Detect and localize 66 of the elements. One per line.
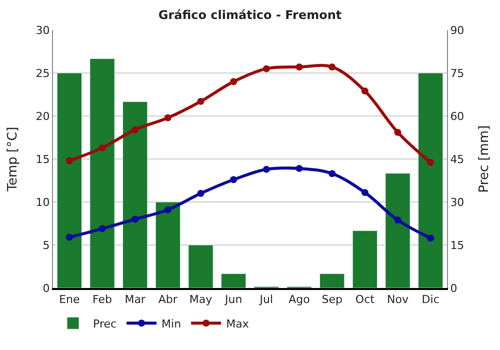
bar (385, 173, 410, 288)
point (296, 164, 303, 172)
y2-tick-label: 45 (450, 152, 464, 166)
point (394, 128, 402, 136)
bar (320, 273, 345, 288)
y2-tick-label: 15 (450, 238, 464, 252)
y2-tick-label: 90 (450, 24, 464, 37)
point (66, 157, 73, 164)
y2-tick-label: 0 (450, 282, 458, 295)
y-axis-title: Temp [°C] (6, 126, 21, 192)
bar (155, 202, 180, 288)
x-tick-label: Jun (224, 293, 242, 306)
point (361, 88, 368, 95)
x-tick-label: Ene (59, 293, 80, 306)
y-tick-label: 10 (36, 196, 50, 209)
bar (221, 273, 246, 288)
legend-label: Prec (93, 317, 117, 330)
point (164, 206, 172, 214)
x-tick-label: Abr (158, 293, 178, 306)
point (164, 114, 172, 122)
x-tick-label: Jul (258, 293, 274, 306)
bar (122, 101, 148, 288)
point (230, 78, 238, 86)
point (197, 98, 204, 105)
x-tick-label: Feb (92, 293, 112, 306)
point (262, 166, 270, 173)
bar (188, 244, 214, 288)
y-tick-label: 5 (42, 238, 50, 252)
x-tick-label: Ago (288, 293, 310, 306)
y-tick-label: 0 (42, 282, 50, 295)
point (394, 216, 402, 224)
y2-tick-label: 30 (450, 196, 464, 209)
point (262, 65, 270, 72)
y-tick-label: 15 (36, 152, 50, 166)
point (230, 176, 238, 184)
bar (352, 230, 378, 288)
x-tick-label: Oct (355, 293, 376, 306)
y2-tick-label: 60 (450, 110, 464, 123)
point (427, 234, 434, 242)
point (66, 234, 73, 241)
x-tick-label: Dic (422, 293, 440, 306)
y-tick-label: 25 (36, 66, 50, 80)
point (132, 216, 139, 223)
y2-axis-title: Prec [mm] (476, 125, 492, 193)
point (361, 189, 368, 196)
legend-label: Max (226, 317, 250, 330)
y-tick-label: 20 (36, 110, 50, 123)
point (427, 158, 434, 166)
bar (418, 72, 444, 288)
y2-tick-label: 75 (450, 66, 464, 80)
x-tick-label: Sep (322, 293, 342, 306)
y-tick-label: 30 (36, 24, 50, 37)
chart-title: Gráfico climático - Fremont (158, 8, 342, 22)
point (328, 63, 336, 70)
point (132, 126, 139, 134)
bar (90, 58, 115, 288)
point (98, 144, 106, 152)
legend-label: Min (162, 317, 182, 330)
point (296, 63, 303, 70)
point (328, 170, 336, 178)
x-tick-label: Nov (387, 293, 409, 306)
bar (56, 72, 82, 288)
point (98, 225, 106, 232)
x-tick-label: May (189, 293, 213, 306)
x-tick-label: Mar (124, 293, 146, 306)
point (197, 190, 204, 197)
